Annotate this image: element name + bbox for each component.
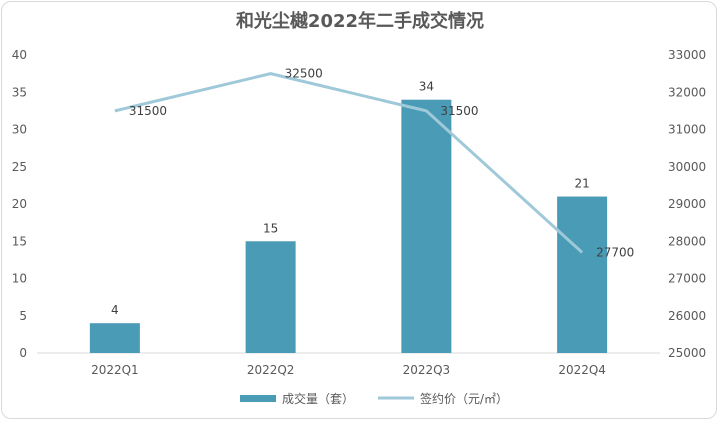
y-left-tick-label: 20 <box>12 197 27 211</box>
bar-value-label: 21 <box>574 177 589 191</box>
y-right-tick-label: 31000 <box>668 123 706 137</box>
series-line <box>114 72 584 254</box>
y-left-tick-label: 40 <box>12 48 27 62</box>
y-left-tick-label: 15 <box>12 234 27 248</box>
x-tick-label: 2022Q4 <box>558 363 606 377</box>
y-right-tick-label: 32000 <box>668 85 706 99</box>
line-value-label: 31500 <box>440 104 478 118</box>
bar <box>89 323 140 353</box>
y-left-tick-label: 0 <box>19 346 27 360</box>
bar <box>401 99 452 353</box>
line-value-label: 31500 <box>129 104 167 118</box>
legend-bar-swatch <box>240 395 276 402</box>
y-left-tick-label: 25 <box>12 160 27 174</box>
y-left-tick-label: 35 <box>12 85 27 99</box>
bar-value-label: 4 <box>111 303 119 317</box>
y-right-tick-label: 29000 <box>668 197 706 211</box>
y-left-tick-label: 5 <box>19 309 27 323</box>
y-left-tick-label: 10 <box>12 272 27 286</box>
bar-value-label: 15 <box>263 221 278 235</box>
bar <box>245 241 296 353</box>
x-tick-label: 2022Q1 <box>91 363 139 377</box>
bar-value-label: 34 <box>419 80 434 94</box>
legend-line-label: 签约价（元/㎡） <box>420 391 508 406</box>
y-right-tick-label: 25000 <box>668 346 706 360</box>
y-left-tick-label: 30 <box>12 123 27 137</box>
line-value-label: 27700 <box>596 245 634 259</box>
x-tick-label: 2022Q3 <box>403 363 451 377</box>
line-value-label: 32500 <box>285 67 323 81</box>
y-right-tick-label: 28000 <box>668 234 706 248</box>
bar <box>557 196 608 353</box>
y-right-tick-label: 30000 <box>668 160 706 174</box>
y-right-tick-label: 26000 <box>668 309 706 323</box>
y-right-tick-label: 27000 <box>668 272 706 286</box>
legend-bar-label: 成交量（套） <box>282 391 354 406</box>
y-right-tick-label: 33000 <box>668 48 706 62</box>
x-tick-label: 2022Q2 <box>247 363 295 377</box>
chart-title: 和光尘樾2022年二手成交情况 <box>236 10 484 32</box>
